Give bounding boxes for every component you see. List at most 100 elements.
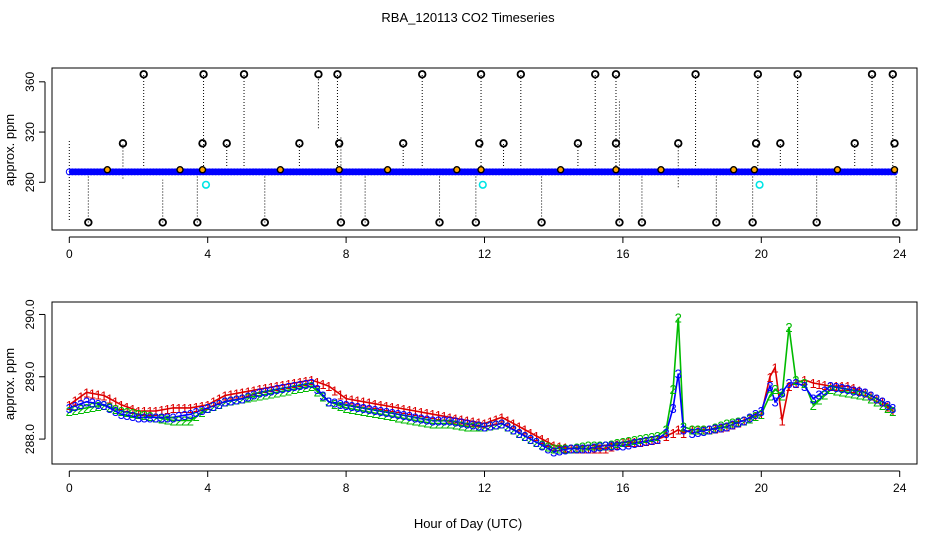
series-1-marker: 1 [216,392,223,407]
series-2-marker: 2 [729,415,736,430]
series-1-marker: 1 [423,406,430,421]
series-1-marker: 1 [279,378,286,393]
series-1-marker: 1 [273,379,280,394]
series-3-marker: 3 [406,409,413,424]
series-2-marker: 2 [648,430,655,445]
series-3-marker: 3 [146,410,153,425]
series-2-marker: 2 [446,417,453,432]
series-2-marker: 2 [417,414,424,429]
series-1-marker: 1 [100,388,107,403]
series-2-marker: 2 [680,420,687,435]
series-1-marker: 1 [772,360,779,375]
bottom-x-tick-label: 0 [66,481,73,495]
low-point [712,218,721,227]
series-3-marker: 3 [625,437,632,452]
series-3-marker: 3 [221,395,228,410]
series-3-marker: 3 [66,401,73,416]
series-3-marker: 3 [602,438,609,453]
mid-point [751,139,761,148]
series-1-marker: 1 [319,377,326,392]
series-3-marker: 3 [712,422,719,437]
series-3-marker: 3 [458,415,465,430]
high-point [199,70,208,79]
bottom-y-tick-label: 288.0 [23,424,37,454]
series-2-marker: 2 [314,384,321,399]
bottom-x-tick-label: 24 [893,481,907,495]
series-1-marker: 1 [567,441,574,456]
series-2-marker: 2 [348,402,355,417]
series-3-marker: 3 [884,398,891,413]
series-2-marker: 2 [510,423,517,438]
top-y-tick-label: 320 [23,122,37,142]
series-1-marker: 1 [856,383,863,398]
series-2-marker: 2 [187,413,194,428]
series-3-marker: 3 [873,392,880,407]
series-2-marker: 2 [423,415,430,430]
series-3-marker: 3 [400,408,407,423]
high-point [867,70,877,79]
series-2-marker: 2 [164,412,171,427]
series-2-marker: 2 [244,391,251,406]
series-2-marker: 2 [146,409,153,424]
series-1-marker: 1 [669,426,676,441]
series-1-marker: 1 [175,401,182,416]
series-1-marker: 1 [579,441,586,456]
series-1-marker: 1 [481,417,488,432]
series-2-marker: 2 [827,382,834,397]
high-point [476,70,486,79]
series-1-marker: 1 [308,373,315,388]
series-3-marker: 3 [663,426,670,441]
small-point [335,166,343,174]
mid-point [890,139,899,148]
top-x-tick-label: 16 [616,247,630,261]
series-3-marker: 3 [631,436,638,451]
series-2-marker: 2 [712,421,719,436]
series-1-marker: 1 [141,404,148,419]
small-point [453,166,461,174]
bottom-plot-frame [51,301,918,465]
series-1-marker: 1 [244,384,251,399]
series-3-marker: 3 [487,419,494,434]
x-axis-title: Hour of Day (UTC) [414,516,522,531]
high-point [888,70,897,79]
series-1-line [68,364,894,450]
series-3-marker: 3 [169,410,176,425]
bottom-x-tick-label: 4 [204,481,211,495]
series-2-marker: 2 [614,436,621,451]
series-3-marker: 3 [210,399,217,414]
series-1-marker: 1 [262,381,269,396]
series-1-marker: 1 [435,408,442,423]
series-1-marker: 1 [766,370,773,385]
series-1-marker: 1 [492,412,499,427]
series-1-marker: 1 [706,423,713,438]
series-3-marker: 3 [198,403,205,418]
low-point [812,218,821,227]
series-3-marker: 3 [778,385,785,400]
series-3-marker: 3 [815,387,822,402]
series-2-marker: 2 [637,432,644,447]
mid-point [776,139,785,148]
series-3-marker: 3 [729,418,736,433]
series-3-marker: 3 [838,381,845,396]
series-2-marker: 2 [833,383,840,398]
series-3-marker: 3 [694,425,701,440]
series-3-marker: 3 [193,405,200,420]
series-2-marker: 2 [746,411,753,426]
series-3-marker: 3 [262,384,269,399]
series-1-marker: 1 [556,439,563,454]
series-1-marker: 1 [694,423,701,438]
series-1-marker: 1 [827,379,834,394]
top-y-tick-label: 360 [23,71,37,91]
mid-point [334,139,344,148]
series-1-marker: 1 [778,413,785,428]
series-2-marker: 2 [838,384,845,399]
series-2-marker: 2 [71,403,78,418]
series-2-marker: 2 [758,407,765,422]
small-point [477,166,485,174]
series-3-marker: 3 [314,382,321,397]
series-2-marker: 2 [354,403,361,418]
series-1-marker: 1 [83,385,90,400]
series-2-marker: 2 [89,400,96,415]
series-3-marker: 3 [250,387,257,402]
low-point [892,218,901,227]
